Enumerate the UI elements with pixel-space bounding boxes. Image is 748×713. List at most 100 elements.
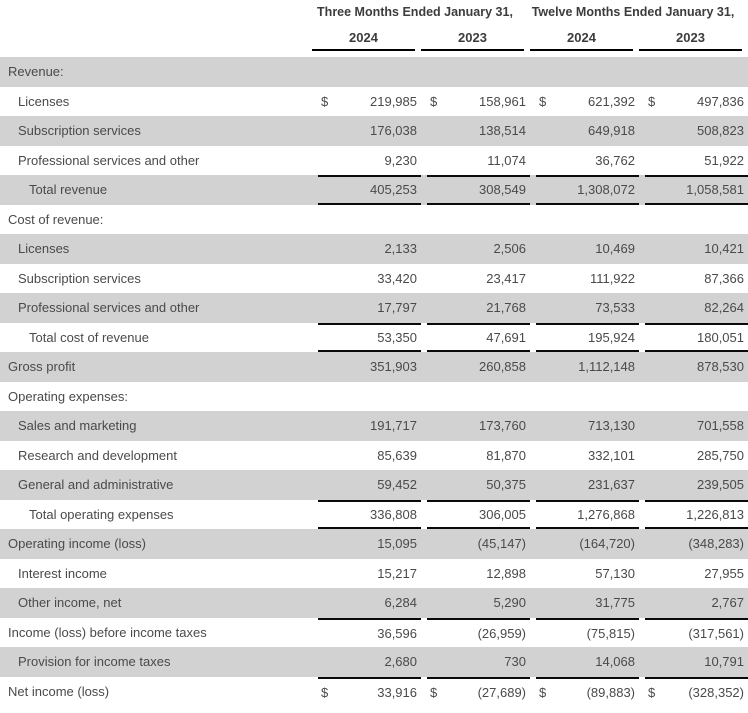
value-cell: 285,750 [645, 441, 748, 471]
value-cell: $ (27,689) [427, 676, 530, 707]
value: 47,691 [486, 329, 526, 345]
value: 73,533 [595, 300, 635, 316]
value: 1,226,813 [686, 506, 744, 522]
value: 15,217 [377, 565, 417, 581]
value: 173,760 [479, 418, 526, 434]
value-cell: 17,797 [318, 293, 421, 323]
value: 138,514 [479, 123, 526, 139]
year-underline [312, 49, 415, 51]
year-underline-row [0, 49, 748, 57]
value: 87,366 [704, 270, 744, 286]
value: 332,101 [588, 447, 635, 463]
value: 57,130 [595, 565, 635, 581]
value: 260,858 [479, 359, 526, 375]
value-cell: 85,639 [318, 441, 421, 471]
year-underline [639, 49, 742, 51]
year-underline [530, 49, 633, 51]
value: (26,959) [477, 625, 526, 641]
value-cell: 36,596 [318, 617, 421, 648]
row-label: Net income (loss) [8, 683, 110, 699]
table-row: Cost of revenue: [0, 205, 748, 235]
value-cell: $ 158,961 [427, 87, 530, 117]
value-cell: 2,506 [427, 234, 530, 264]
row-label: Income (loss) before income taxes [8, 624, 207, 640]
value-cell: $ 219,985 [318, 87, 421, 117]
dollar-sign: $ [321, 93, 329, 109]
value: 12,898 [486, 565, 526, 581]
value: (328,352) [688, 684, 744, 700]
value-cell: 50,375 [427, 470, 530, 500]
value-cell: 1,276,868 [536, 499, 639, 529]
value-cell: 27,955 [645, 559, 748, 589]
value-cell: 2,767 [645, 588, 748, 618]
value: 10,421 [704, 241, 744, 257]
value: 508,823 [697, 123, 744, 139]
value-cell [645, 205, 748, 235]
table-row: Licenses $ 219,985 $ 158,961 $ 621,392 $… [0, 87, 748, 117]
table-row: Provision for income taxes 2,680 730 14,… [0, 647, 748, 677]
value: 10,791 [704, 654, 744, 670]
value: 621,392 [588, 93, 635, 109]
value: 14,068 [595, 654, 635, 670]
value: 180,051 [697, 329, 744, 345]
table-row: Income (loss) before income taxes 36,596… [0, 617, 748, 648]
value-cell [318, 205, 421, 235]
value-cell: $ 497,836 [645, 87, 748, 117]
row-label: General and administrative [18, 477, 174, 493]
value: 21,768 [486, 300, 526, 316]
value-cell: 33,420 [318, 264, 421, 294]
value: 31,775 [595, 595, 635, 611]
row-label: Sales and marketing [18, 418, 137, 434]
row-label: Gross profit [8, 359, 76, 375]
value-cell [318, 57, 421, 87]
value: 53,350 [377, 329, 417, 345]
value: 81,870 [486, 447, 526, 463]
value-cell [536, 205, 639, 235]
value: (45,147) [477, 536, 526, 552]
value-cell: (26,959) [427, 617, 530, 648]
row-label: Cost of revenue: [8, 211, 104, 227]
table-row: Revenue: [0, 57, 748, 87]
value-cell: 87,366 [645, 264, 748, 294]
dollar-sign: $ [648, 93, 656, 109]
value-cell: 15,217 [318, 559, 421, 589]
year-header: 2023 [676, 29, 705, 45]
value-cell: 306,005 [427, 499, 530, 529]
value: (317,561) [688, 625, 744, 641]
value-cell: 332,101 [536, 441, 639, 471]
value-cell: 191,717 [318, 411, 421, 441]
row-label: Interest income [18, 565, 107, 581]
year-header: 2024 [567, 29, 596, 45]
dollar-sign: $ [430, 93, 438, 109]
value: 111,922 [589, 270, 635, 286]
value: 9,230 [384, 152, 417, 168]
year-header: 2024 [349, 29, 378, 45]
value-cell: 405,253 [318, 175, 421, 205]
row-label: Professional services and other [18, 152, 200, 168]
value: 10,469 [595, 241, 635, 257]
value: 5,290 [493, 595, 526, 611]
value: 15,095 [377, 536, 417, 552]
value-cell: 176,038 [318, 116, 421, 146]
table-row: Sales and marketing 191,717 173,760 713,… [0, 411, 748, 441]
value: 2,133 [384, 241, 417, 257]
value-cell [645, 57, 748, 87]
year-underline [421, 49, 524, 51]
table-row: Professional services and other 17,797 2… [0, 293, 748, 323]
value: 51,922 [704, 152, 744, 168]
row-label: Operating income (loss) [8, 536, 146, 552]
value: 219,985 [370, 93, 417, 109]
table-row: Subscription services 33,420 23,417 111,… [0, 264, 748, 294]
period-header-three-months: Three Months Ended January 31, [317, 5, 513, 19]
period-header-twelve-months: Twelve Months Ended January 31, [531, 5, 735, 19]
table-row: Research and development 85,639 81,870 3… [0, 441, 748, 471]
table-row: Net income (loss) $ 33,916 $ (27,689) $ … [0, 676, 748, 707]
value-cell: 47,691 [427, 322, 530, 352]
table-row: Licenses 2,133 2,506 10,469 10,421 [0, 234, 748, 264]
value-cell: $ 621,392 [536, 87, 639, 117]
table-row: Operating income (loss) 15,095 (45,147) … [0, 529, 748, 559]
value-cell: 23,417 [427, 264, 530, 294]
value-cell: 9,230 [318, 146, 421, 176]
value: 1,308,072 [577, 182, 635, 198]
table-row: Other income, net 6,284 5,290 31,775 2,7… [0, 588, 748, 618]
